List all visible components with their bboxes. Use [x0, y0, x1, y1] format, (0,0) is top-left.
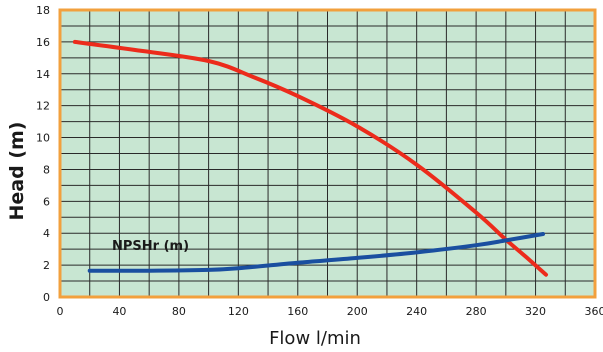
npshr-annotation: NPSHr (m) [112, 239, 189, 254]
y-tick-label: 10 [36, 132, 50, 145]
x-tick-label: 360 [585, 305, 603, 318]
series-layer [72, 39, 548, 277]
tick-labels: 0 40 80 120 160 200 240 280 320 360 0 2 4 6 8 10 12 14 16 1… [36, 4, 603, 318]
y-axis-label: Head (m) [6, 122, 28, 221]
x-tick-label: 160 [287, 305, 308, 318]
x-tick-label: 320 [525, 305, 546, 318]
y-tick-label: 4 [43, 227, 50, 240]
y-tick-label: 18 [36, 4, 50, 17]
y-tick-label: 0 [43, 291, 50, 304]
x-tick-label: 120 [228, 305, 249, 318]
x-tick-label: 40 [112, 305, 126, 318]
y-tick-label: 14 [36, 68, 50, 81]
npshr-curve-line [87, 232, 545, 273]
grid [60, 10, 595, 297]
plot-frame [58, 8, 597, 299]
y-tick-label: 6 [43, 195, 50, 208]
x-axis-label: Flow l/min [269, 328, 361, 349]
y-tick-label: 16 [36, 36, 50, 49]
x-tick-label: 240 [406, 305, 427, 318]
y-tick-label: 12 [36, 100, 50, 113]
x-tick-label: 200 [347, 305, 368, 318]
head-curve-line [72, 39, 548, 277]
x-tick-label: 280 [466, 305, 487, 318]
x-tick-label: 0 [57, 305, 64, 318]
y-tick-label: 2 [43, 259, 50, 272]
x-tick-label: 80 [172, 305, 186, 318]
y-tick-label: 8 [43, 163, 50, 176]
